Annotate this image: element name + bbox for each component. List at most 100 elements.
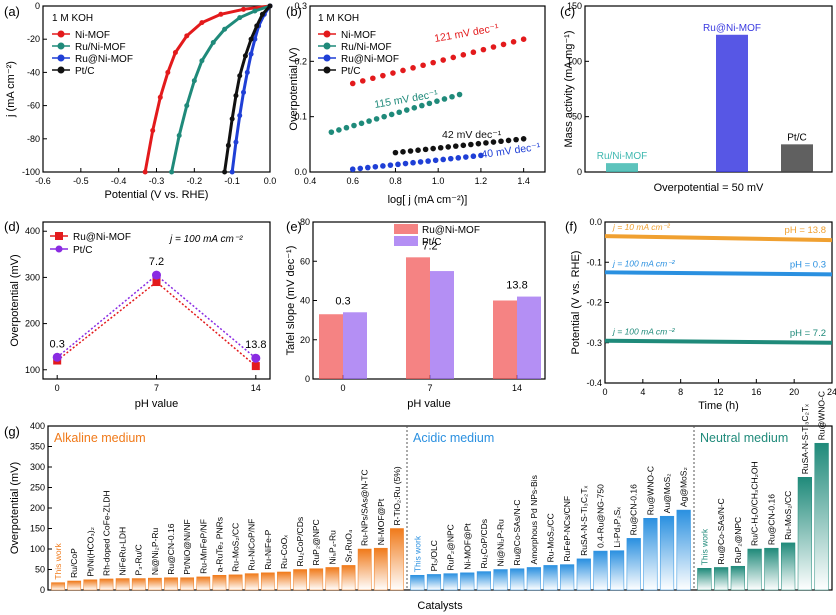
bar-Ru@Ni-MOF <box>406 257 430 379</box>
data-point <box>402 160 409 167</box>
annotation: j = 100 mA cm⁻² <box>168 234 243 245</box>
x-tick-label: 7 <box>427 383 432 393</box>
current-label: j = 10 mA cm⁻² <box>612 222 671 232</box>
slope-label: 121 mV dec⁻¹ <box>433 22 500 45</box>
y-tick-label: -80 <box>27 134 40 144</box>
bar-label: Ru@CN-0.16 <box>629 484 639 535</box>
bar-label: P₃-Ru/C <box>134 544 144 575</box>
data-point <box>372 163 379 170</box>
current-label: j = 100 mA cm⁻² <box>612 258 676 268</box>
bar-Ru-NiCoP/NF <box>244 573 259 591</box>
x-tick-label: 4 <box>640 387 645 397</box>
bar-label: Pt₃/OLC <box>429 540 439 571</box>
data-point <box>505 137 512 144</box>
bar-label: Ni@Ni₂P-Ru <box>150 527 160 575</box>
data-point <box>191 78 197 84</box>
data-point <box>381 113 387 120</box>
y-axis-label: Overpotential (mV) <box>9 254 21 346</box>
data-point <box>358 120 365 127</box>
data-point <box>450 54 457 61</box>
slope-label: 42 mV dec⁻¹ <box>442 129 502 141</box>
y-tick-label: -40 <box>27 67 40 77</box>
data-point <box>237 15 243 21</box>
data-point <box>463 154 469 160</box>
data-point <box>422 146 429 153</box>
bar-label: Ni-MOF@Pt <box>376 498 386 545</box>
series-line-Ru@Ni-MOF <box>230 5 272 173</box>
y-tick-label: 0 <box>35 1 40 11</box>
legend-marker <box>55 245 63 253</box>
bar-label: 0.4-Ru@NG-750 <box>595 484 605 548</box>
data-point <box>470 49 477 56</box>
y-tick-label: -0.3 <box>586 338 602 348</box>
y-tick-label: 350 <box>30 442 45 452</box>
group-title: Acidic medium <box>413 431 494 445</box>
legend-label: Ru@Ni-MOF <box>75 54 133 65</box>
bar-Pt₃/OLC <box>426 574 442 591</box>
data-point <box>365 164 371 171</box>
panel-label: (g) <box>4 424 20 439</box>
data-point <box>475 140 482 147</box>
bar-label: Ru-MnFeP/NF <box>198 519 208 574</box>
panel-c: (c) 0 50 100 150 Mass activity (mA mg⁻¹) Overp… <box>560 1 833 194</box>
x-tick-label: -0.5 <box>73 176 89 186</box>
bar-label: Ru-NiFe-P <box>263 529 273 569</box>
data-point <box>267 3 273 9</box>
bar-label: Ru₂CoP/CDs <box>479 519 489 569</box>
x-axis-label: Potential (V vs. RHE) <box>105 189 209 201</box>
bar-Pt/C <box>781 144 813 172</box>
legend-label: Ru/Ni-MOF <box>341 42 392 53</box>
data-point <box>417 159 424 165</box>
bar-Ru@Ni-MOF <box>493 300 517 379</box>
y-tick-label: 0.3 <box>294 1 307 11</box>
bar-RuSA-N-S-Ti₃C₂Tₓ <box>797 477 812 591</box>
data-point <box>199 20 205 26</box>
current-label: j = 100 mA cm⁻² <box>612 327 676 337</box>
bar-Au@MoS₂ <box>659 515 675 591</box>
data-point <box>483 140 489 146</box>
data-point <box>373 116 380 122</box>
bar-Ni@Ni₂P-Ru <box>493 569 508 591</box>
x-tick-label: 0 <box>602 387 607 397</box>
point-label: 7.2 <box>149 256 164 268</box>
bar-Ru@CN-0.16 <box>626 538 641 591</box>
y-tick-label: 0 <box>577 167 582 177</box>
y-tick-label: -0.4 <box>586 378 602 388</box>
bar-label: Rh-doped CoFe-ZLDH <box>101 490 111 576</box>
y-tick-label: 80 <box>300 217 310 227</box>
data-point <box>430 145 436 152</box>
x-tick-label: 20 <box>789 387 799 397</box>
bar-label: Ru@WNO-C <box>817 391 827 440</box>
data-point <box>172 49 178 55</box>
x-tick-label: 8 <box>678 387 683 397</box>
data-point <box>152 278 161 287</box>
legend-marker <box>57 42 65 50</box>
panel-f: (f) 0 4 8 12 16 20 24 0.0 -0.1 -0.2 -0.3 -0.4 Time (h… <box>565 217 836 412</box>
data-point <box>244 69 250 75</box>
bar-Pt/C <box>343 312 367 379</box>
data-point <box>157 94 163 100</box>
legend-marker <box>323 42 331 50</box>
bar-Rh-doped CoFe-ZLDH <box>99 578 114 591</box>
bar-P₃-Ru/C <box>131 578 146 591</box>
bar-label: Ru/Ni-MOF <box>597 151 648 162</box>
bar-label: Ru-NiCoP/NF <box>247 519 257 571</box>
y-tick-label: 300 <box>25 272 40 282</box>
legend-marker <box>323 30 331 38</box>
y-tick-label: -60 <box>27 101 40 111</box>
panel-b: (b) 0.4 0.6 0.8 1.0 1.2 1.4 0.0 0.1 0.2 0.3 log[ j … <box>286 1 546 206</box>
bar-label: Ru@CN-0.16 <box>766 494 776 545</box>
legend-label: Ru@Ni-MOF <box>422 225 480 236</box>
data-point <box>184 33 190 39</box>
group-title: Neutral medium <box>700 431 788 445</box>
bar-Ru/Ni-MOF <box>606 163 638 172</box>
y-tick-label: 100 <box>30 544 45 554</box>
bar-Ag@MoS₂ <box>676 509 691 591</box>
data-point <box>407 148 414 154</box>
x-tick-label: 24 <box>827 387 836 397</box>
data-point <box>222 26 228 32</box>
bar-This work <box>51 582 65 591</box>
bar-Ru@WNO-C <box>643 518 658 591</box>
bar-Ni-MOF@Pt <box>373 547 388 591</box>
x-tick-label: 1.4 <box>517 176 530 186</box>
